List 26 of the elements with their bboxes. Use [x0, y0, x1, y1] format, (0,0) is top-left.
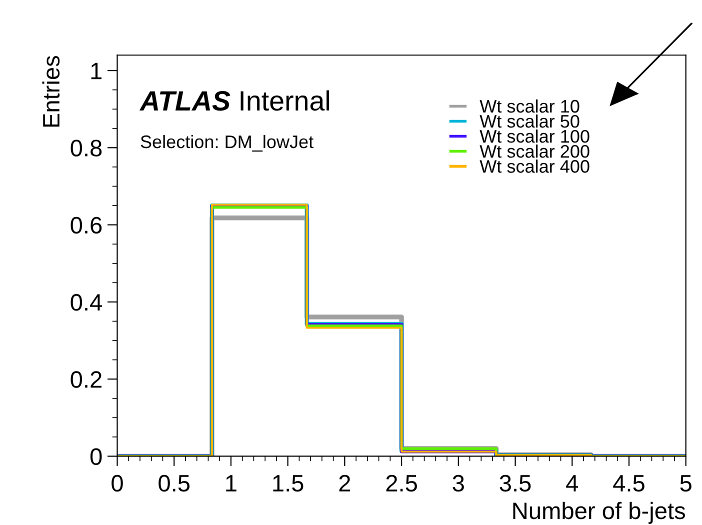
legend-label: Wt scalar 10 [480, 99, 580, 113]
annotation: Selection: DM_lowJet [140, 134, 314, 152]
x-tick-label: 2 [339, 474, 350, 492]
y-tick-label: 1 [91, 62, 102, 80]
y-axis-title: Entries [42, 56, 60, 127]
y-tick-label: 0.6 [70, 216, 102, 234]
x-tick-label: 0.5 [158, 474, 190, 492]
x-tick-label: 4 [566, 475, 578, 492]
legend-label: Wt scalar 400 [480, 160, 590, 173]
x-tick-label: 3.5 [500, 474, 531, 492]
y-tick-label: 0 [90, 448, 102, 466]
legend-label: Wt scalar 200 [480, 144, 590, 158]
x-tick-label: 2.5 [386, 474, 417, 492]
y-tick-label: 0.8 [70, 140, 102, 156]
y-tick-label: 0.2 [70, 371, 102, 388]
legend-label: Wt scalar 50 [480, 114, 580, 128]
x-tick-label: 5 [680, 475, 692, 492]
x-tick-label: 3 [452, 474, 464, 492]
legend-label: Wt scalar 100 [480, 130, 590, 143]
x-tick-label: 4.5 [613, 475, 644, 492]
x-axis-title: Number of b-jets [513, 502, 686, 524]
y-tick-label: 0.4 [70, 294, 102, 311]
x-tick-label: 0 [112, 474, 123, 492]
x-tick-label: 1.5 [273, 475, 304, 492]
annotation: ATLAS Internal [139, 90, 329, 111]
x-tick-label: 1 [226, 475, 236, 492]
